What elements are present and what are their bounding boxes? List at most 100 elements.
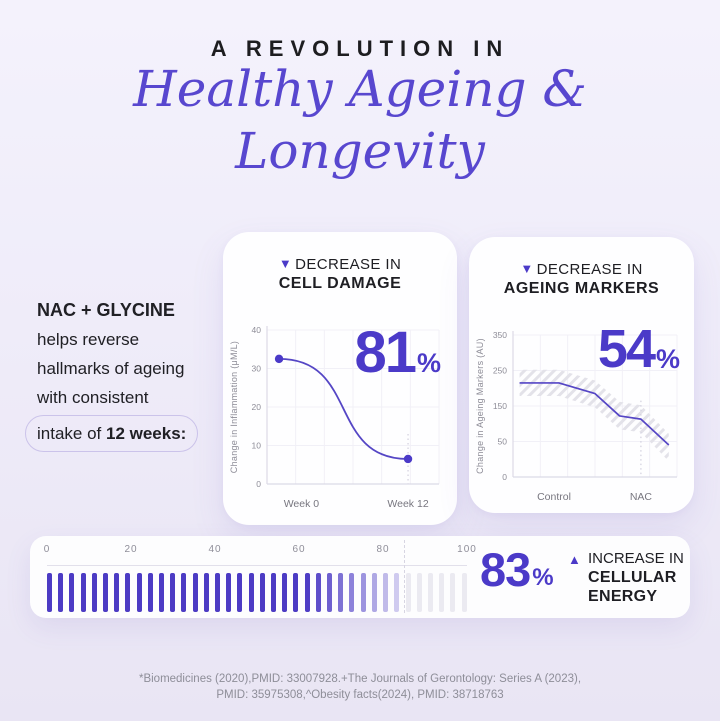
- pct-sign: %: [655, 343, 680, 374]
- ageing-markers-card: ▼ DECREASE IN AGEING MARKERS 0 50 150 250 350…: [469, 237, 694, 513]
- ageing-markers-percentage: 54 %: [597, 319, 680, 379]
- energy-bar: [282, 573, 288, 612]
- energy-bar: [259, 573, 265, 612]
- citation-line2: PMID: 35975308,^Obesity facts(2024), PMI…: [216, 689, 504, 701]
- energy-bar: [215, 573, 221, 612]
- card-eyebrow: DECREASE IN: [536, 261, 643, 278]
- card-title: CELL DAMAGE: [278, 275, 402, 292]
- energy-bar: [47, 573, 52, 612]
- energy-bar: [147, 573, 153, 612]
- energy-bar: [383, 573, 389, 612]
- kicker-title: A REVOLUTION IN: [210, 36, 510, 61]
- svg-text:50: 50: [498, 437, 508, 447]
- intro-line: with consistent: [37, 388, 149, 407]
- scale-tick-label: 0: [43, 544, 51, 555]
- scale-tick-label: 100: [457, 544, 477, 555]
- svg-text:350: 350: [493, 330, 507, 340]
- energy-bar: [371, 573, 377, 612]
- svg-text:0: 0: [502, 472, 507, 482]
- energy-bar: [125, 573, 131, 612]
- energy-bar: [69, 573, 75, 612]
- energy-scale-ticks: 0 20 40 60 80 100: [43, 544, 476, 558]
- page-title-line2: Longevity: [235, 122, 485, 180]
- intro-text: NAC + GLYCINE helps reverse hallmarks of…: [25, 296, 237, 452]
- pill-bold: 12 weeks:: [106, 424, 187, 443]
- svg-text:30: 30: [252, 364, 262, 374]
- energy-bar: [405, 573, 411, 612]
- energy-bar: [192, 573, 198, 612]
- citation-line1: *Biomedicines (2020),PMID: 33007928.+The…: [138, 673, 582, 685]
- energy-bar: [338, 573, 344, 612]
- energy-bar: [327, 573, 333, 612]
- svg-text:40: 40: [252, 325, 262, 335]
- card-title: CELLULAR: [588, 569, 677, 586]
- energy-bar: [91, 573, 97, 612]
- intro-pill: intake of 12 weeks:: [25, 415, 199, 452]
- pill-prefix: intake of: [37, 424, 106, 443]
- energy-scale-axis: [47, 565, 467, 566]
- energy-bar: [136, 573, 142, 612]
- energy-bar: [293, 573, 299, 612]
- decrease-triangle-icon: ▼: [520, 261, 534, 276]
- page-title-line1: Healthy Ageing &: [133, 60, 587, 118]
- svg-text:Change in Ageing Markers (AU): Change in Ageing Markers (AU): [475, 338, 485, 474]
- ageing-markers-chart: 0 50 150 250 350 Change in Ageing Markers (AU…: [473, 321, 691, 516]
- energy-bars: [47, 573, 467, 612]
- energy-bar: [427, 573, 433, 612]
- energy-bar: [203, 573, 209, 612]
- decrease-triangle-icon: ▼: [278, 256, 293, 271]
- energy-bar: [349, 573, 355, 612]
- energy-bar: [58, 573, 64, 612]
- svg-text:20: 20: [252, 402, 262, 412]
- card-eyebrow: DECREASE IN: [295, 256, 402, 273]
- energy-bar: [248, 573, 254, 612]
- card-title: ENERGY: [588, 588, 658, 605]
- scale-tick-label: 20: [124, 544, 138, 555]
- card-eyebrow: INCREASE IN: [588, 550, 684, 567]
- energy-bar: [114, 573, 120, 612]
- card-title: AGEING MARKERS: [503, 280, 660, 297]
- intro-line: hallmarks of ageing: [37, 359, 185, 378]
- pct-sign: %: [416, 348, 441, 379]
- energy-bar: [360, 573, 366, 612]
- scale-tick-label: 40: [208, 544, 222, 555]
- energy-bar: [461, 573, 467, 612]
- energy-bar: [315, 573, 321, 612]
- cellular-energy-card: 0 20 40 60 80 100 83 % ▲ INCREASE IN CELLULAR…: [30, 536, 690, 618]
- energy-bar: [416, 573, 422, 612]
- energy-scale: 0 20 40 60 80 100: [43, 540, 476, 613]
- pct-number: 81: [354, 320, 416, 385]
- energy-bar: [394, 573, 400, 612]
- svg-text:0: 0: [256, 479, 261, 489]
- energy-bar: [271, 573, 277, 612]
- ageing-markers-header: ▼ DECREASE IN AGEING MARKERS: [469, 261, 694, 298]
- energy-bar: [170, 573, 176, 612]
- svg-text:250: 250: [493, 366, 507, 376]
- cell-damage-chart: 0 10 20 30 40 Change in Inflammation (μM/L) We…: [227, 316, 453, 523]
- cell-damage-percentage: 81 %: [354, 320, 441, 385]
- pct-number: 54: [597, 319, 656, 379]
- cell-damage-header: ▼ DECREASE IN CELL DAMAGE: [223, 256, 457, 293]
- energy-bar: [80, 573, 86, 612]
- cell-damage-card: ▼ DECREASE IN CELL DAMAGE 0 10 20 30 40 Change…: [223, 232, 457, 525]
- energy-bar: [226, 573, 232, 612]
- energy-bar: [181, 573, 187, 612]
- energy-bar: [439, 573, 445, 612]
- pct-sign: %: [532, 563, 554, 591]
- cellular-energy-percentage: 83 %: [480, 543, 554, 596]
- scale-tick-label: 60: [292, 544, 306, 555]
- pct-number: 83: [480, 543, 531, 596]
- svg-text:NAC: NAC: [630, 491, 653, 503]
- intro-heading: NAC + GLYCINE: [37, 300, 175, 320]
- scale-tick-label: 80: [376, 544, 390, 555]
- cellular-energy-label: ▲ INCREASE IN CELLULAR ENERGY: [568, 549, 720, 606]
- svg-text:Week 0: Week 0: [284, 498, 320, 510]
- energy-bar: [237, 573, 243, 612]
- svg-text:150: 150: [493, 401, 507, 411]
- energy-bar: [103, 573, 109, 612]
- energy-bar: [304, 573, 310, 612]
- energy-bar: [450, 573, 456, 612]
- energy-bar: [159, 573, 165, 612]
- svg-text:Week 12: Week 12: [387, 498, 428, 510]
- svg-text:10: 10: [252, 441, 262, 451]
